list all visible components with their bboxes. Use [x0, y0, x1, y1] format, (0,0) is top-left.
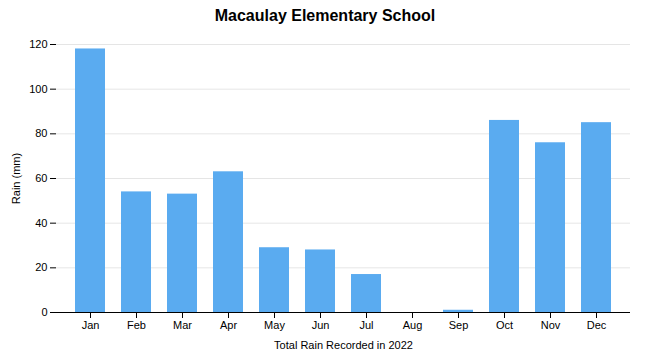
- svg-text:Aug: Aug: [403, 319, 423, 331]
- svg-text:100: 100: [29, 83, 47, 95]
- svg-text:120: 120: [29, 38, 47, 50]
- svg-text:Mar: Mar: [173, 319, 192, 331]
- svg-text:May: May: [264, 319, 285, 331]
- svg-text:Jun: Jun: [312, 319, 330, 331]
- svg-text:Sep: Sep: [449, 319, 469, 331]
- svg-text:Rain (mm): Rain (mm): [10, 153, 22, 204]
- svg-text:Apr: Apr: [220, 319, 237, 331]
- svg-text:Total Rain Recorded in 2022: Total Rain Recorded in 2022: [274, 339, 413, 351]
- html-text:Macaulay Elementary School: Macaulay Elementary School: [214, 7, 436, 24]
- svg-text:40: 40: [35, 217, 47, 229]
- svg-text:Jan: Jan: [82, 319, 100, 331]
- svg-text:Oct: Oct: [496, 319, 513, 331]
- svg-text:Jul: Jul: [359, 319, 373, 331]
- svg-text:Dec: Dec: [587, 319, 607, 331]
- svg-text:20: 20: [35, 261, 47, 273]
- svg-text:60: 60: [35, 172, 47, 184]
- svg-text:Feb: Feb: [127, 319, 146, 331]
- svg-text:Nov: Nov: [541, 319, 561, 331]
- svg-text:80: 80: [35, 127, 47, 139]
- svg-text:0: 0: [41, 306, 47, 318]
